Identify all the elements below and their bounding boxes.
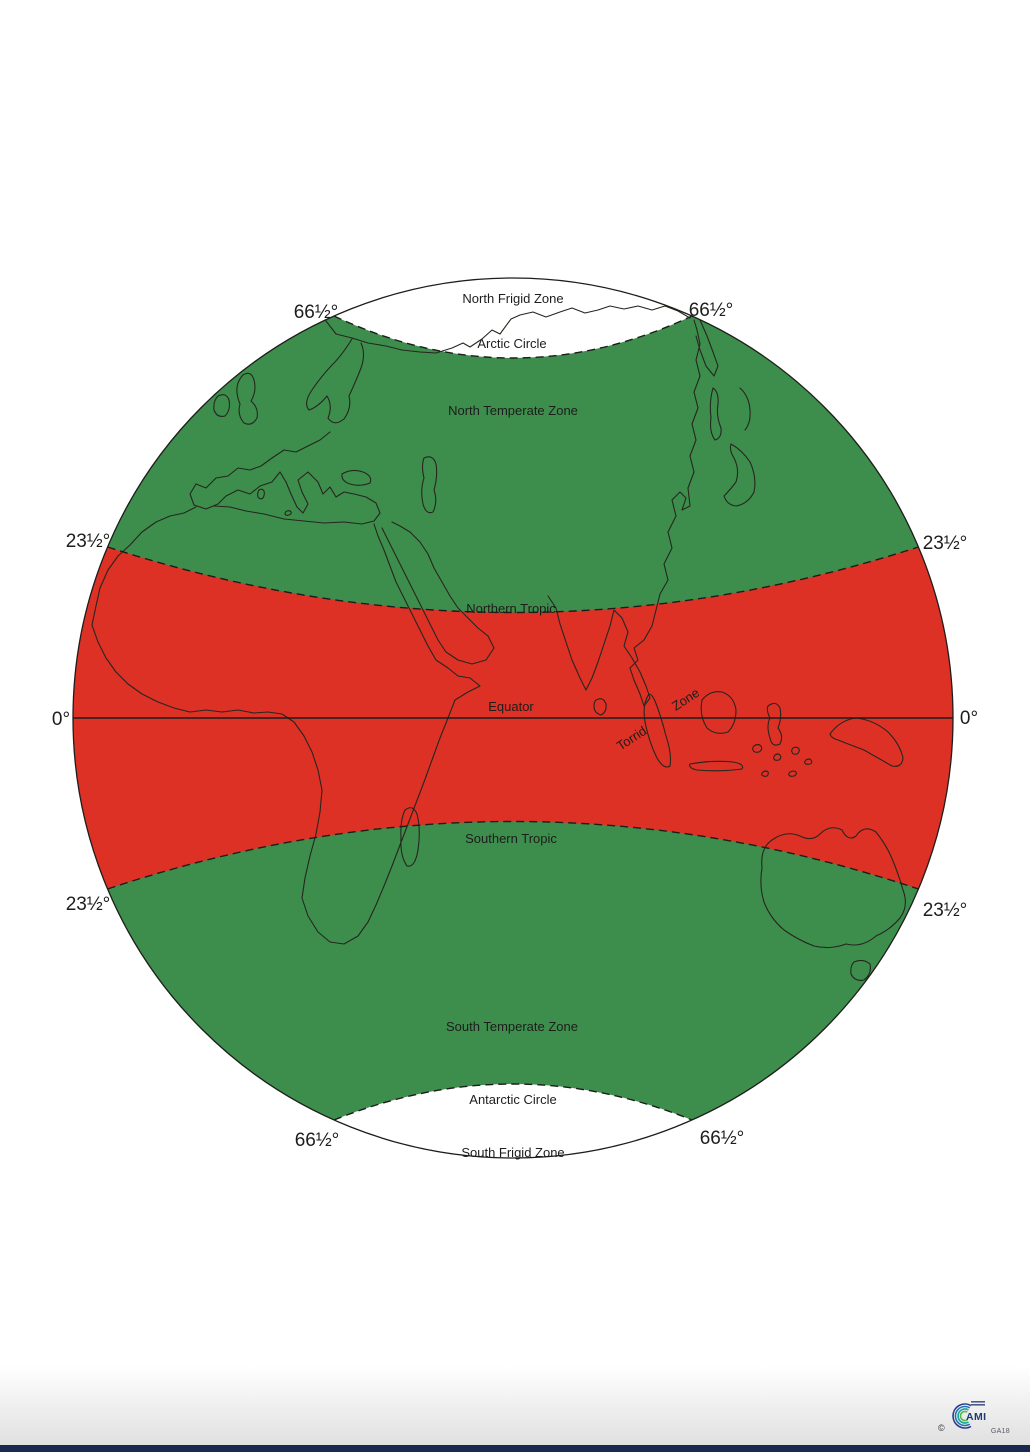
arctic-circle-line [333, 315, 693, 359]
southern-tropic-line [107, 820, 919, 890]
label-northern-tropic: Northern Tropic [466, 601, 556, 616]
degree-tropic-south-left: 23½° [66, 894, 111, 915]
degree-antarctic-left: 66½° [295, 1130, 340, 1151]
label-antarctic-circle: Antarctic Circle [469, 1092, 556, 1107]
degree-arctic-right: 66½° [689, 300, 734, 321]
logo-fine-print-line [971, 1401, 985, 1403]
northern-tropic-line [107, 546, 919, 614]
label-southern-tropic: Southern Tropic [465, 831, 557, 846]
label-north-frigid-zone: North Frigid Zone [462, 291, 563, 306]
ami-logo-text: AMI [966, 1411, 986, 1423]
degree-arctic-left: 66½° [294, 302, 339, 323]
page-shadow [0, 1365, 1030, 1445]
degree-tropic-north-left: 23½° [66, 531, 111, 552]
ga-code: GA18 [990, 1428, 1010, 1435]
degree-tropic-north-right: 23½° [923, 533, 968, 554]
globe-outline [72, 277, 954, 1159]
degree-antarctic-right: 66½° [700, 1128, 745, 1149]
label-north-temperate-zone: North Temperate Zone [448, 403, 578, 418]
label-equator: Equator [488, 699, 534, 714]
degree-equator-right: 0° [960, 708, 978, 729]
viewer-bottom-bar [0, 1445, 1030, 1452]
label-south-frigid-zone: South Frigid Zone [461, 1145, 564, 1160]
continent-coastlines [91, 305, 906, 981]
logo-fine-print-line [971, 1404, 985, 1406]
label-arctic-circle: Arctic Circle [477, 336, 546, 351]
ami-logo: © AMI GA18 [938, 1394, 1010, 1436]
degree-equator-left: 0° [52, 709, 70, 730]
label-south-temperate-zone: South Temperate Zone [446, 1019, 578, 1034]
copyright-symbol: © [938, 1423, 945, 1433]
degree-tropic-south-right: 23½° [923, 900, 968, 921]
antarctic-circle-line [333, 1083, 693, 1121]
ami-swirl-icon: AMI [952, 1401, 986, 1429]
